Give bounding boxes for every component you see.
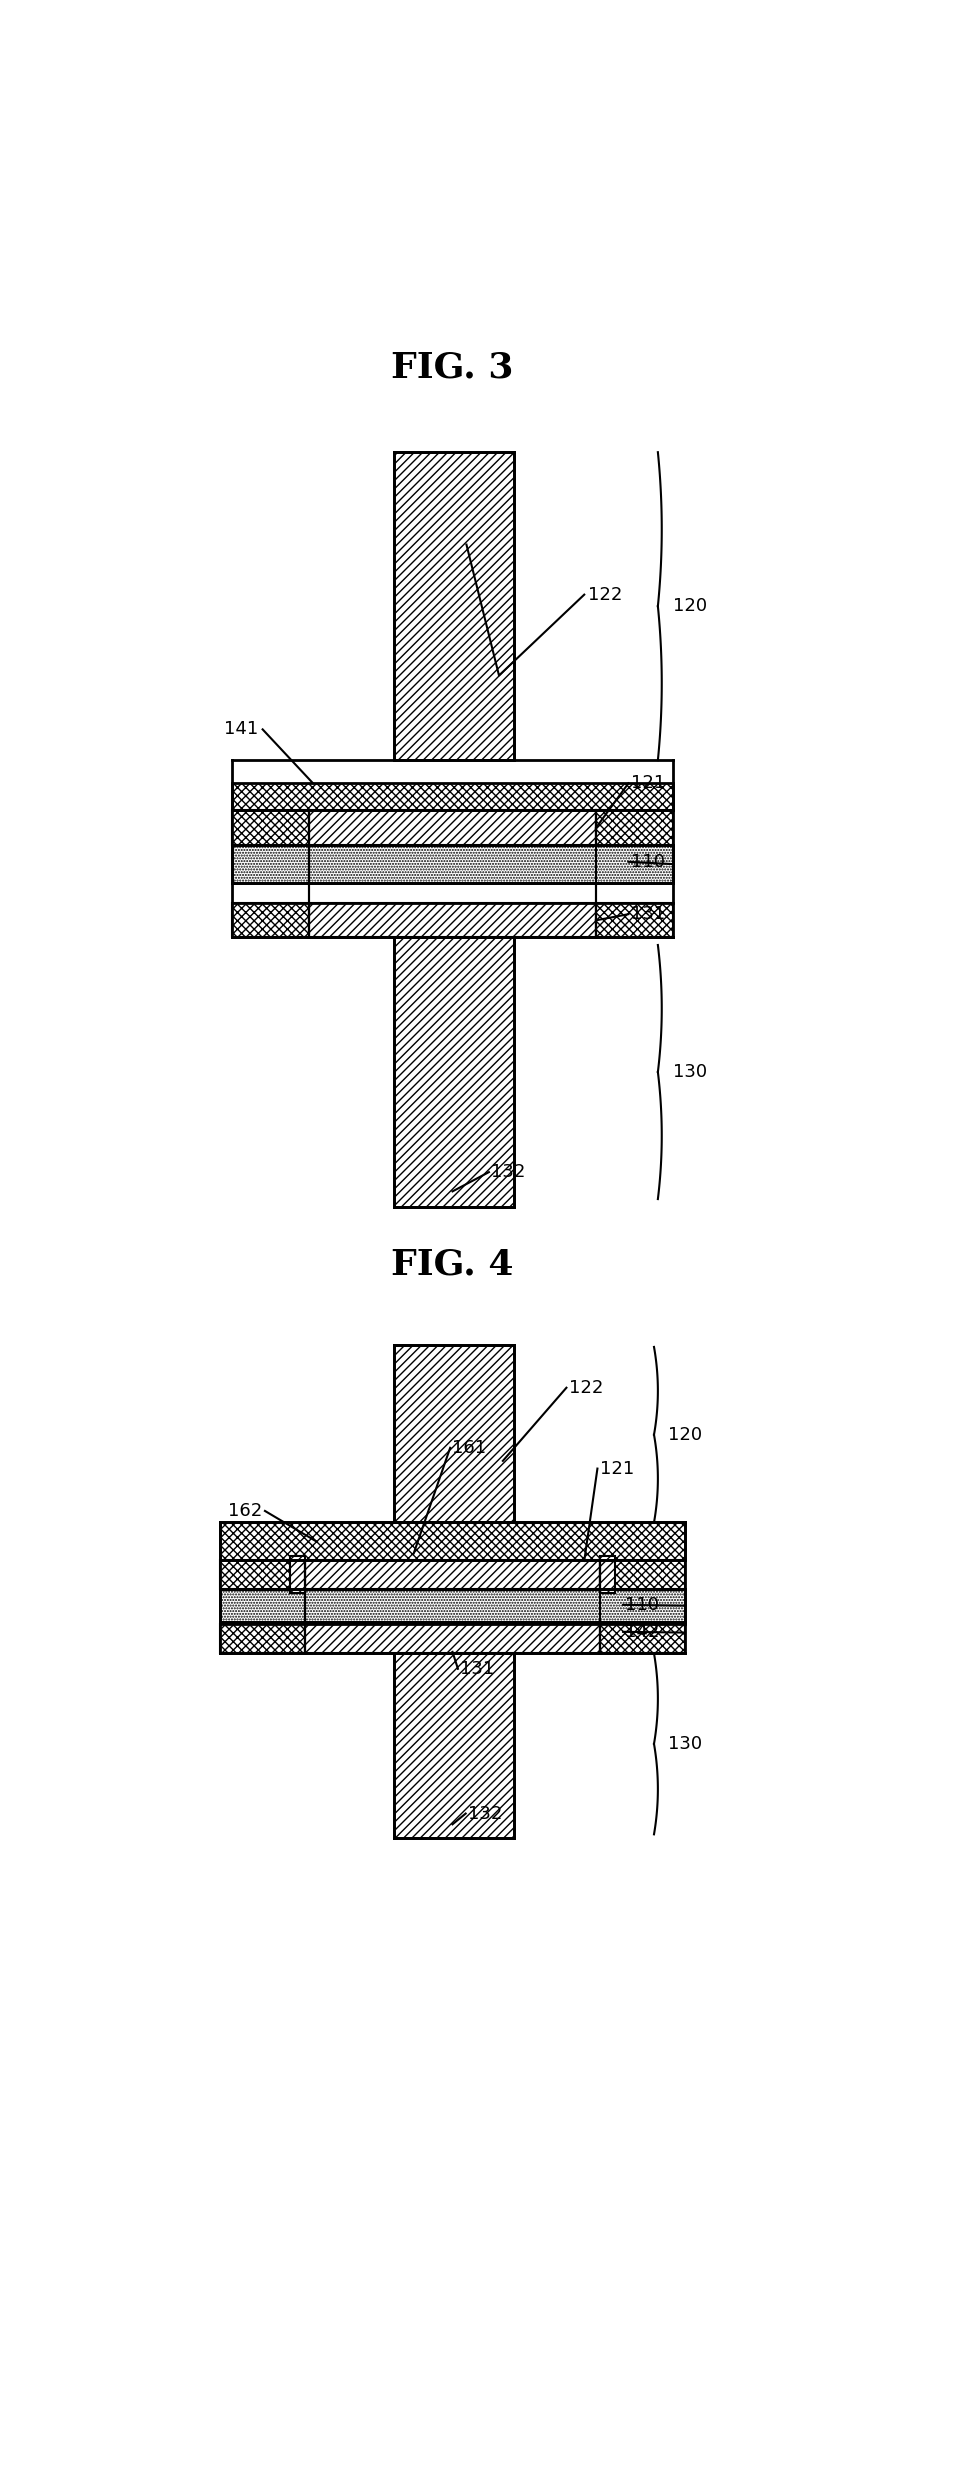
Text: 161: 161: [452, 1439, 486, 1456]
Bar: [305, 1624, 599, 1654]
Text: 131: 131: [630, 905, 664, 922]
Bar: [596, 902, 673, 937]
Bar: [596, 811, 673, 845]
Bar: [394, 452, 514, 761]
Bar: [232, 902, 309, 937]
Bar: [309, 902, 596, 937]
Text: 130: 130: [667, 1735, 701, 1753]
Bar: [220, 1624, 305, 1654]
Text: 131: 131: [459, 1659, 494, 1678]
Text: 120: 120: [667, 1426, 701, 1444]
Bar: [599, 1560, 684, 1589]
Text: 120: 120: [673, 598, 707, 616]
Text: 110: 110: [630, 853, 664, 870]
Text: 130: 130: [673, 1063, 707, 1080]
Text: 110: 110: [624, 1597, 659, 1614]
Bar: [309, 811, 596, 845]
Bar: [394, 1345, 514, 1523]
Bar: [394, 937, 514, 1206]
Bar: [599, 1624, 684, 1654]
Text: 121: 121: [599, 1458, 634, 1478]
Bar: [599, 1557, 615, 1594]
Text: FIG. 3: FIG. 3: [391, 351, 514, 386]
Text: 142: 142: [624, 1622, 659, 1641]
Text: FIG. 4: FIG. 4: [391, 1248, 514, 1280]
Bar: [220, 1589, 684, 1622]
Bar: [305, 1560, 599, 1589]
Text: 122: 122: [568, 1379, 602, 1397]
Bar: [290, 1557, 305, 1594]
Bar: [394, 1654, 514, 1839]
Bar: [232, 845, 673, 883]
Text: 121: 121: [630, 774, 664, 794]
Bar: [232, 784, 673, 811]
Bar: [220, 1523, 684, 1560]
Bar: [220, 1560, 305, 1589]
Text: 132: 132: [468, 1805, 502, 1822]
Text: 162: 162: [228, 1503, 262, 1520]
Text: 141: 141: [224, 719, 258, 739]
Text: 132: 132: [491, 1164, 525, 1182]
Bar: [232, 811, 309, 845]
Text: 122: 122: [587, 586, 622, 603]
